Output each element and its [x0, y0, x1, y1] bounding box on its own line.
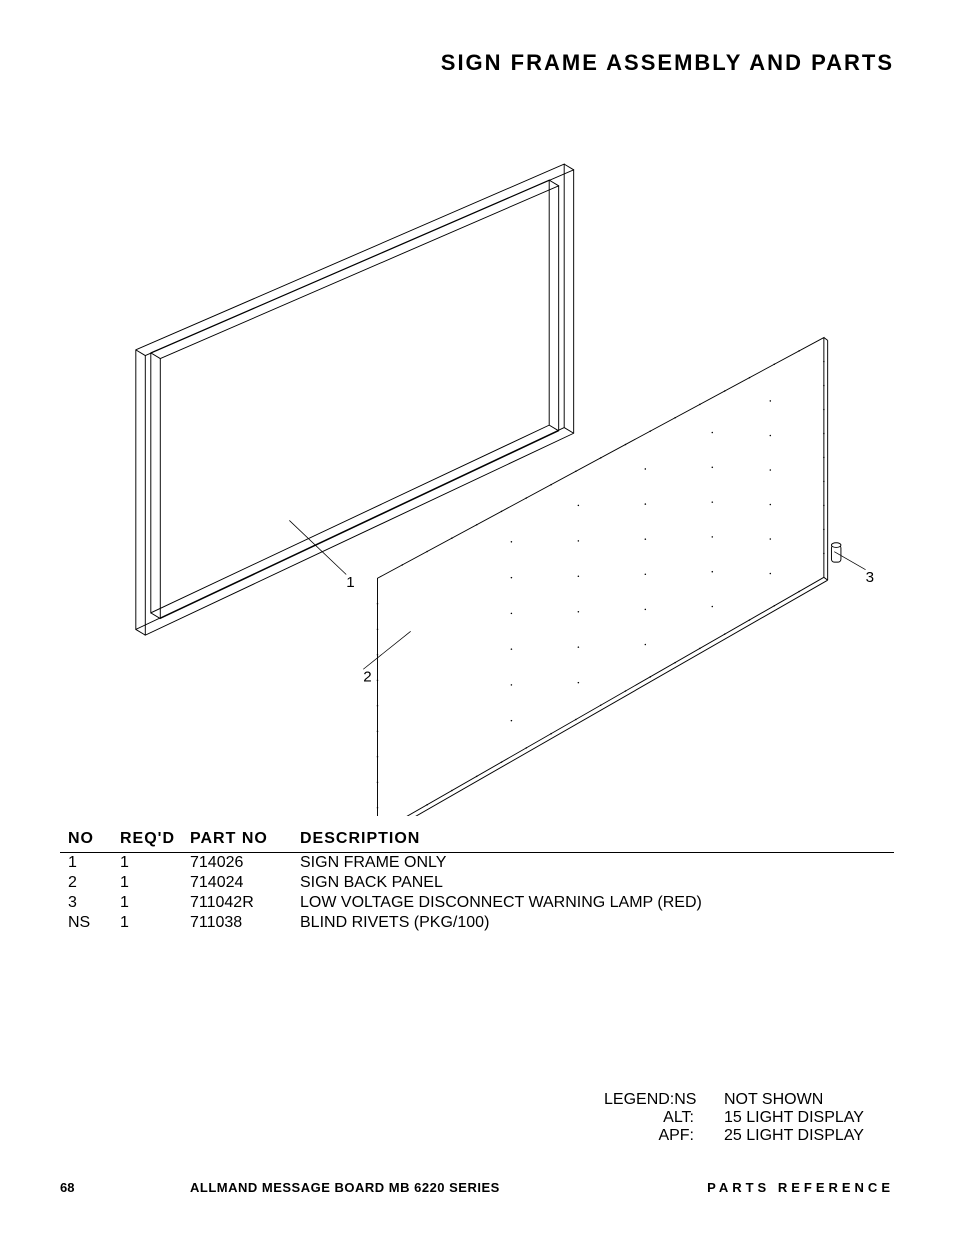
- footer-ref: PARTS REFERENCE: [707, 1180, 894, 1195]
- cell-no: 1: [60, 853, 120, 874]
- cell-part: 714024: [190, 873, 300, 893]
- cell-req: 1: [120, 853, 190, 874]
- legend-code-1: ALT:: [604, 1109, 724, 1127]
- cell-part: 711038: [190, 913, 300, 933]
- col-header-part: PART NO: [190, 826, 300, 853]
- cell-part: 711042R: [190, 893, 300, 913]
- legend-code-2: APF:: [604, 1127, 724, 1145]
- cell-desc: LOW VOLTAGE DISCONNECT WARNING LAMP (RED…: [300, 893, 894, 913]
- page-footer: 68 ALLMAND MESSAGE BOARD MB 6220 SERIES …: [60, 1180, 894, 1195]
- cell-desc: BLIND RIVETS (PKG/100): [300, 913, 894, 933]
- page-title: SIGN FRAME ASSEMBLY AND PARTS: [60, 50, 894, 76]
- cell-no: 2: [60, 873, 120, 893]
- table-row: 31711042RLOW VOLTAGE DISCONNECT WARNING …: [60, 893, 894, 913]
- cell-part: 714026: [190, 853, 300, 874]
- svg-text:1: 1: [346, 574, 354, 591]
- parts-table: NO REQ'D PART NO DESCRIPTION 11714026SIG…: [60, 826, 894, 933]
- cell-desc: SIGN BACK PANEL: [300, 873, 894, 893]
- legend-val-1: 15 LIGHT DISPLAY: [724, 1109, 894, 1127]
- legend-val-2: 25 LIGHT DISPLAY: [724, 1127, 894, 1145]
- table-row: 11714026SIGN FRAME ONLY: [60, 853, 894, 874]
- legend-title: LEGEND:NS: [604, 1091, 724, 1109]
- col-header-desc: DESCRIPTION: [300, 826, 894, 853]
- cell-desc: SIGN FRAME ONLY: [300, 853, 894, 874]
- exploded-diagram: 1 2 3: [60, 96, 894, 816]
- footer-series: ALLMAND MESSAGE BOARD MB 6220 SERIES: [190, 1180, 707, 1195]
- legend: LEGEND:NS NOT SHOWN ALT: 15 LIGHT DISPLA…: [604, 1091, 894, 1145]
- cell-req: 1: [120, 913, 190, 933]
- svg-text:2: 2: [363, 669, 371, 686]
- cell-req: 1: [120, 873, 190, 893]
- legend-val-0: NOT SHOWN: [724, 1091, 894, 1109]
- cell-req: 1: [120, 893, 190, 913]
- table-row: NS1711038BLIND RIVETS (PKG/100): [60, 913, 894, 933]
- table-row: 21714024SIGN BACK PANEL: [60, 873, 894, 893]
- col-header-req: REQ'D: [120, 826, 190, 853]
- cell-no: 3: [60, 893, 120, 913]
- page-number: 68: [60, 1180, 190, 1195]
- cell-no: NS: [60, 913, 120, 933]
- svg-text:3: 3: [866, 569, 874, 586]
- col-header-no: NO: [60, 826, 120, 853]
